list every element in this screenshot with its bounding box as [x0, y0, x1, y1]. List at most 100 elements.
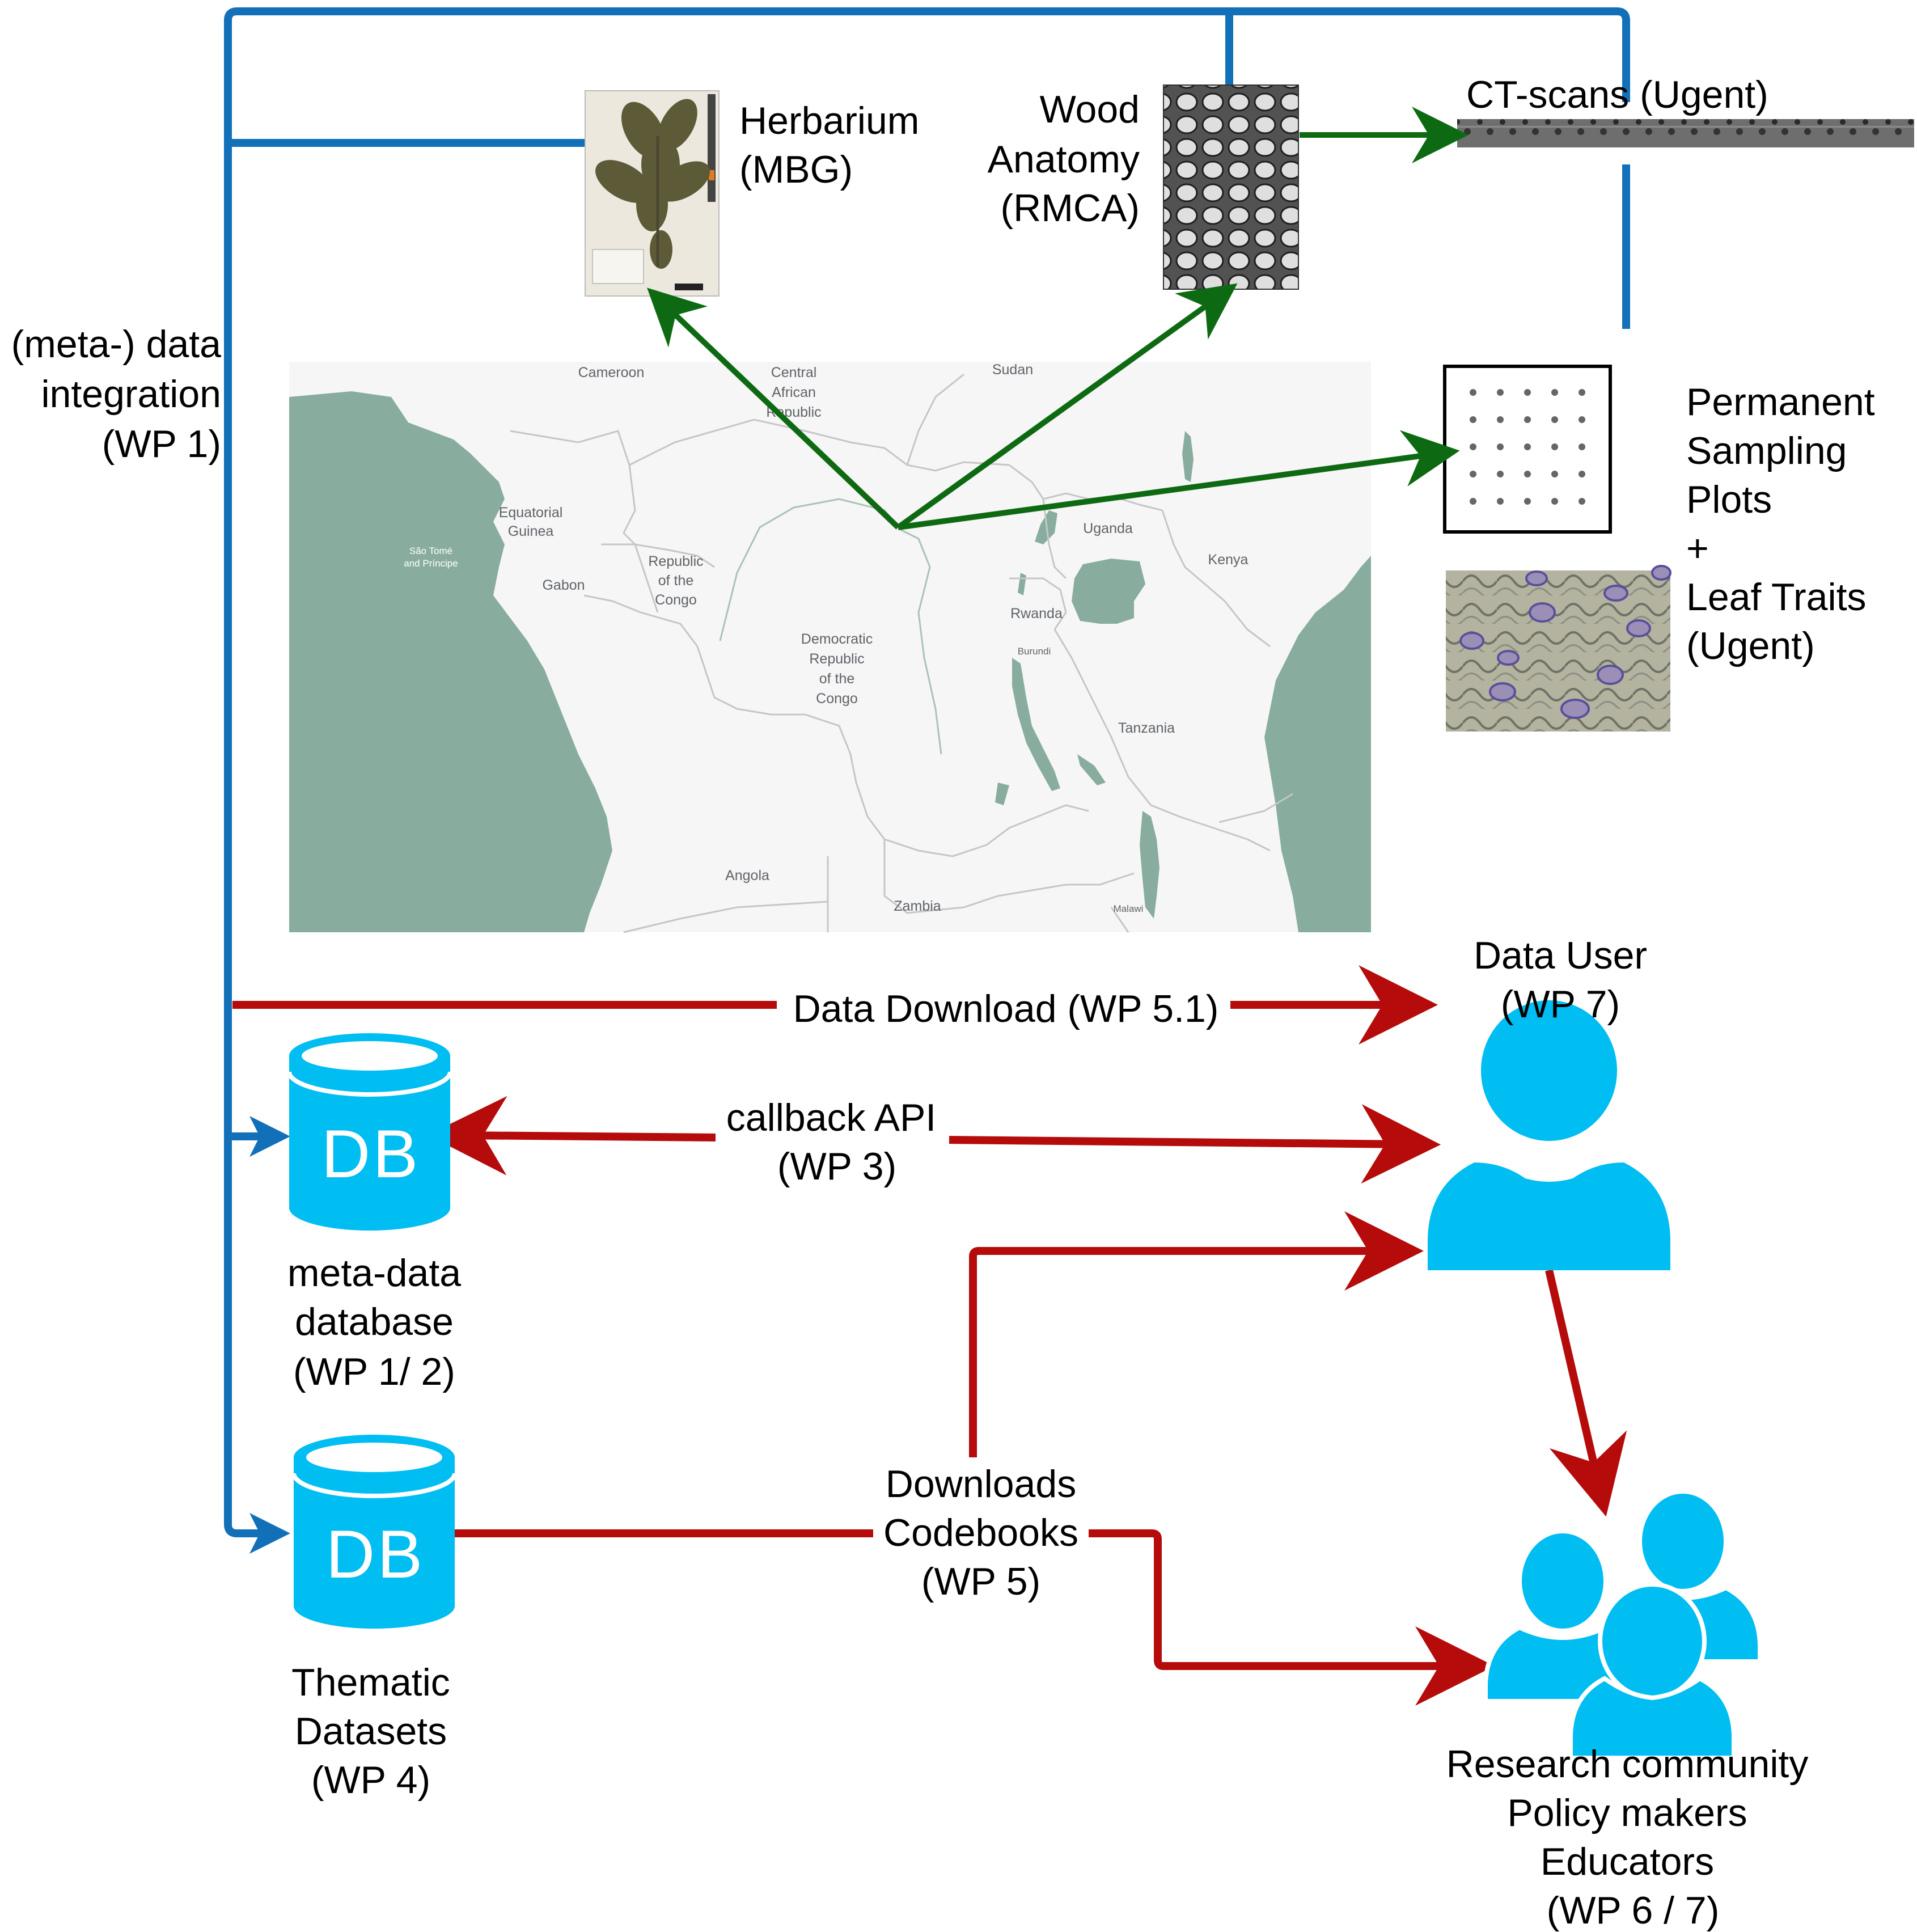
community-group-icon	[1483, 1489, 1762, 1760]
plot-dot	[1470, 498, 1476, 505]
lake-mweru	[995, 783, 1009, 805]
lake-tanganyika	[1012, 658, 1060, 791]
thematic-db-caption-line-1: Thematic	[291, 1661, 450, 1704]
lake-malawi	[1140, 811, 1159, 919]
map-label-malawi: Malawi	[1114, 903, 1144, 914]
plot-dot	[1551, 389, 1558, 396]
community-label: Research community Policy makers Educato…	[1446, 1743, 1809, 1932]
arrow-map-to-wood	[896, 283, 1238, 530]
callback-label-bg	[716, 1093, 949, 1184]
plot-dot	[1497, 443, 1504, 450]
wood-label-line-1: Wood	[1040, 88, 1140, 131]
thematic-db-caption-line-3: (WP 4)	[311, 1758, 430, 1802]
lake-victoria	[1072, 559, 1145, 624]
plot-dot	[1497, 389, 1504, 396]
map-label-drc-4: Congo	[816, 691, 858, 707]
atlantic-ocean	[289, 391, 612, 932]
data-user-label: Data User (WP 7)	[1474, 934, 1647, 1026]
plot-dot	[1497, 471, 1504, 477]
map-label-drc-2: Republic	[809, 651, 864, 667]
thematic-db-caption: Thematic Datasets (WP 4)	[291, 1661, 450, 1802]
map-label-roc-3: Congo	[655, 592, 697, 608]
metadata-database-icon: DB	[287, 1033, 452, 1231]
integration-lines	[224, 7, 1630, 1537]
data-user-icon	[1428, 1000, 1670, 1270]
plot-dot	[1551, 471, 1558, 477]
map-label-rwanda: Rwanda	[1010, 606, 1063, 622]
map-label-angola: Angola	[725, 868, 769, 883]
arrow-callback-to-db	[428, 1096, 722, 1176]
map-label-zambia: Zambia	[894, 898, 941, 914]
plot-dot	[1524, 416, 1531, 423]
map-label-car-2: African	[772, 384, 816, 400]
map-label-kenya: Kenya	[1208, 552, 1249, 568]
metadata-db-label: DB	[321, 1116, 421, 1192]
lake-turkana	[1182, 431, 1194, 482]
downloads-label-line-3: (WP 5)	[921, 1560, 1040, 1603]
ctscans-label: CT-scans (Ugent)	[1466, 73, 1768, 116]
metadata-db-caption-line-1: meta-data	[287, 1252, 461, 1295]
plots-label-line-6: (Ugent)	[1686, 624, 1815, 667]
plot-dot	[1470, 389, 1476, 396]
map-label-roc-2: of the	[658, 573, 694, 589]
callback-label-line-2: (WP 3)	[777, 1145, 896, 1188]
plots-label-line-2: Sampling	[1686, 429, 1847, 472]
wood-label: Wood Anatomy (RMCA)	[988, 88, 1140, 230]
herbarium-label: Herbarium (MBG)	[739, 99, 919, 191]
map-label-burundi: Burundi	[1018, 646, 1051, 657]
map-label-sudan: Sudan	[992, 362, 1033, 378]
country-borders	[510, 373, 1293, 933]
plots-label-line-5: Leaf Traits	[1686, 576, 1867, 619]
plot-dot	[1551, 416, 1558, 423]
map-label-drc-1: Democratic	[801, 631, 873, 647]
community-label-line-2: Policy makers	[1507, 1791, 1747, 1834]
metadata-db-caption-line-3: (WP 1/ 2)	[293, 1350, 455, 1393]
ct-scan-image	[1457, 119, 1914, 147]
plot-dot	[1551, 498, 1558, 505]
arrow-downloads-to-user	[969, 1211, 1424, 1457]
source-arrows	[647, 107, 1469, 530]
wood-label-line-2: Anatomy	[988, 138, 1140, 181]
wood-anatomy-image	[1163, 84, 1299, 290]
map-label-car-1: Central	[771, 365, 817, 381]
sampling-plot-grid	[1443, 365, 1612, 534]
arrow-map-to-plots	[898, 430, 1460, 530]
data-download-label: Data Download (WP 5.1)	[793, 987, 1219, 1030]
map-label-gabon: Gabon	[542, 577, 585, 593]
plot-dot	[1579, 443, 1585, 450]
integration-vertical	[224, 153, 266, 1537]
plot-dot	[1470, 416, 1476, 423]
community-person-front	[1568, 1582, 1736, 1760]
plots-label-line-4: +	[1686, 527, 1709, 570]
data-user-label-line-1: Data User	[1474, 934, 1647, 977]
plot-dot	[1524, 498, 1531, 505]
plot-dot	[1524, 443, 1531, 450]
map-label-eq-guinea-2: Guinea	[508, 523, 554, 539]
plot-dot	[1579, 389, 1585, 396]
plot-dot	[1579, 498, 1585, 505]
data-user-label-line-2: (WP 7)	[1501, 983, 1620, 1026]
thematic-db-caption-line-2: Datasets	[295, 1710, 447, 1753]
congo-river	[719, 498, 942, 755]
wood-label-line-3: (RMCA)	[1000, 187, 1140, 230]
map-label-sao-tome-1: São Tomé	[409, 546, 452, 556]
metadata-db-caption: meta-data database (WP 1/ 2)	[287, 1252, 461, 1393]
central-africa-map: Cameroon Central African Republic Sudan …	[289, 362, 1371, 933]
downloads-label-line-2: Codebooks	[883, 1511, 1078, 1554]
map-label-uganda: Uganda	[1083, 521, 1133, 536]
plot-dot	[1579, 416, 1585, 423]
indian-ocean	[1264, 556, 1371, 932]
herbarium-label-line-1: Herbarium	[739, 99, 919, 142]
plot-dot	[1497, 498, 1504, 505]
map-label-roc-1: Republic	[648, 553, 703, 569]
integration-label-line-1: (meta-) data	[11, 323, 222, 366]
arrow-map-to-herbarium	[647, 288, 900, 530]
plot-dot	[1470, 443, 1476, 450]
thematic-db-label: DB	[326, 1516, 425, 1592]
community-label-line-3: Educators	[1541, 1840, 1714, 1883]
community-label-line-4: (WP 6 / 7)	[1547, 1889, 1720, 1932]
callback-label-line-1: callback API	[726, 1096, 936, 1139]
arrow-callback-to-user	[943, 1104, 1441, 1184]
map-label-tanzania: Tanzania	[1118, 720, 1175, 736]
